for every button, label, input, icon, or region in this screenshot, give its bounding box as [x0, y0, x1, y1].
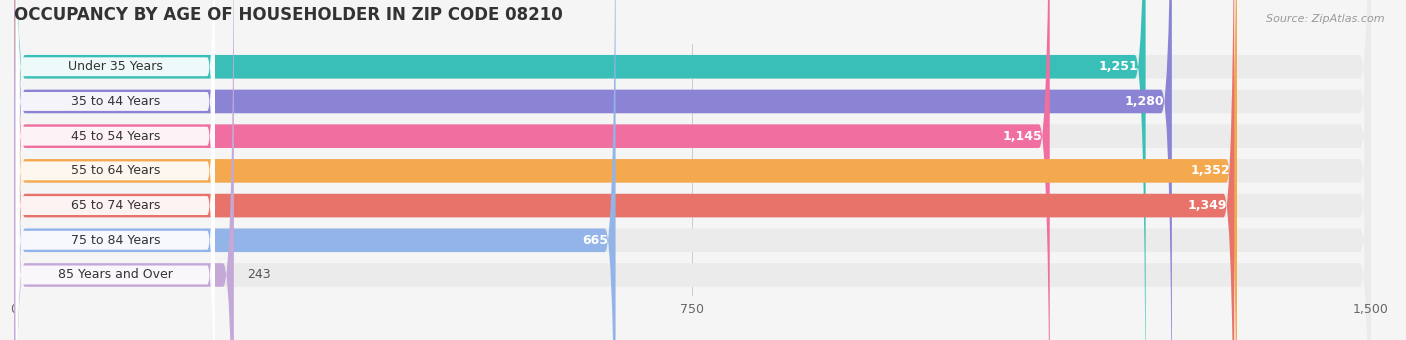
- Text: Source: ZipAtlas.com: Source: ZipAtlas.com: [1267, 14, 1385, 23]
- Text: Under 35 Years: Under 35 Years: [67, 60, 163, 73]
- FancyBboxPatch shape: [15, 0, 215, 340]
- FancyBboxPatch shape: [14, 0, 1237, 340]
- FancyBboxPatch shape: [15, 0, 215, 340]
- FancyBboxPatch shape: [14, 0, 1371, 340]
- FancyBboxPatch shape: [14, 0, 1146, 340]
- Text: OCCUPANCY BY AGE OF HOUSEHOLDER IN ZIP CODE 08210: OCCUPANCY BY AGE OF HOUSEHOLDER IN ZIP C…: [14, 6, 562, 24]
- FancyBboxPatch shape: [14, 0, 1371, 340]
- FancyBboxPatch shape: [15, 0, 215, 340]
- FancyBboxPatch shape: [14, 0, 616, 340]
- Text: 1,251: 1,251: [1098, 60, 1139, 73]
- FancyBboxPatch shape: [14, 0, 1371, 340]
- FancyBboxPatch shape: [14, 0, 1050, 340]
- FancyBboxPatch shape: [14, 0, 1371, 340]
- Text: 1,145: 1,145: [1002, 130, 1042, 143]
- FancyBboxPatch shape: [14, 0, 233, 340]
- Text: 243: 243: [247, 269, 271, 282]
- FancyBboxPatch shape: [15, 0, 215, 340]
- Text: 75 to 84 Years: 75 to 84 Years: [70, 234, 160, 247]
- FancyBboxPatch shape: [14, 0, 1371, 340]
- Text: 665: 665: [582, 234, 609, 247]
- Text: 35 to 44 Years: 35 to 44 Years: [70, 95, 160, 108]
- Text: 65 to 74 Years: 65 to 74 Years: [70, 199, 160, 212]
- Text: 85 Years and Over: 85 Years and Over: [58, 269, 173, 282]
- FancyBboxPatch shape: [15, 0, 215, 340]
- Text: 1,352: 1,352: [1189, 164, 1230, 177]
- Text: 55 to 64 Years: 55 to 64 Years: [70, 164, 160, 177]
- FancyBboxPatch shape: [14, 0, 1371, 340]
- Text: 1,280: 1,280: [1125, 95, 1164, 108]
- FancyBboxPatch shape: [14, 0, 1371, 340]
- FancyBboxPatch shape: [15, 0, 215, 340]
- FancyBboxPatch shape: [14, 0, 1171, 340]
- Text: 45 to 54 Years: 45 to 54 Years: [70, 130, 160, 143]
- FancyBboxPatch shape: [14, 0, 1234, 340]
- FancyBboxPatch shape: [15, 0, 215, 340]
- Text: 1,349: 1,349: [1188, 199, 1227, 212]
